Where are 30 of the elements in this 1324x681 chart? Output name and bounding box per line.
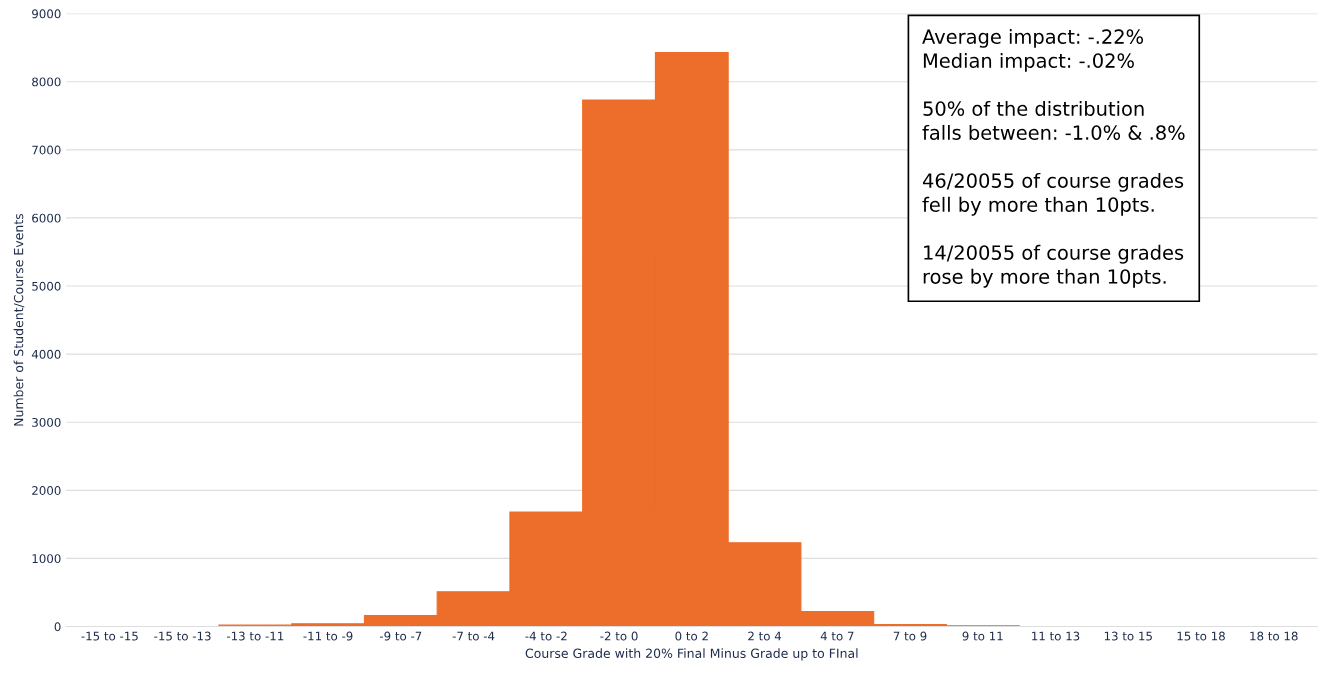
x-tick-label: 4 to 7 xyxy=(820,631,854,641)
x-tick-label: -15 to -13 xyxy=(154,631,211,641)
x-tick-label: 2 to 4 xyxy=(748,631,782,641)
y-tick-label: 1000 xyxy=(32,554,61,564)
x-tick-label: 9 to 11 xyxy=(962,631,1003,641)
x-axis-title: Course Grade with 20% Final Minus Grade up to FInal xyxy=(525,648,858,661)
x-tick-label: -11 to -9 xyxy=(303,631,353,641)
x-tick-label: -7 to -4 xyxy=(452,631,495,641)
text: Average impact: -.22% Median impact: -.02% 50% of the distribution falls between: -1.0% & .8% 46/20055 of course grades fell by more than 10pts. 14/20055 of course grades rose by more than 10pts. xyxy=(922,28,1185,288)
x-tick-label: -9 to -7 xyxy=(379,631,422,641)
x-tick-label: -2 to 0 xyxy=(600,631,638,641)
x-tick-label: -15 to -15 xyxy=(81,631,138,641)
y-tick-label: 5000 xyxy=(32,281,61,291)
y-tick-label: 0 xyxy=(54,622,61,632)
x-tick-label: 11 to 13 xyxy=(1032,631,1080,641)
y-tick-label: 8000 xyxy=(32,77,61,87)
y-tick-label: 9000 xyxy=(32,9,61,19)
x-tick-label: -4 to -2 xyxy=(525,631,567,641)
x-tick-label: 7 to 9 xyxy=(893,631,927,641)
x-tick-label: -13 to -11 xyxy=(226,631,284,641)
y-axis-title: Number of Student/Course Events xyxy=(13,213,25,426)
x-tick-label: 18 to 18 xyxy=(1250,631,1298,641)
x-tick-label: 0 to 2 xyxy=(675,631,708,641)
y-tick-label: 6000 xyxy=(32,213,61,223)
x-tick-label: 15 to 18 xyxy=(1177,631,1225,641)
y-tick-label: 7000 xyxy=(32,145,61,155)
x-tick-label: 13 to 15 xyxy=(1104,631,1152,641)
y-tick-label: 4000 xyxy=(31,349,61,359)
y-tick-label: 3000 xyxy=(32,417,61,427)
y-tick-label: 2000 xyxy=(32,486,61,495)
